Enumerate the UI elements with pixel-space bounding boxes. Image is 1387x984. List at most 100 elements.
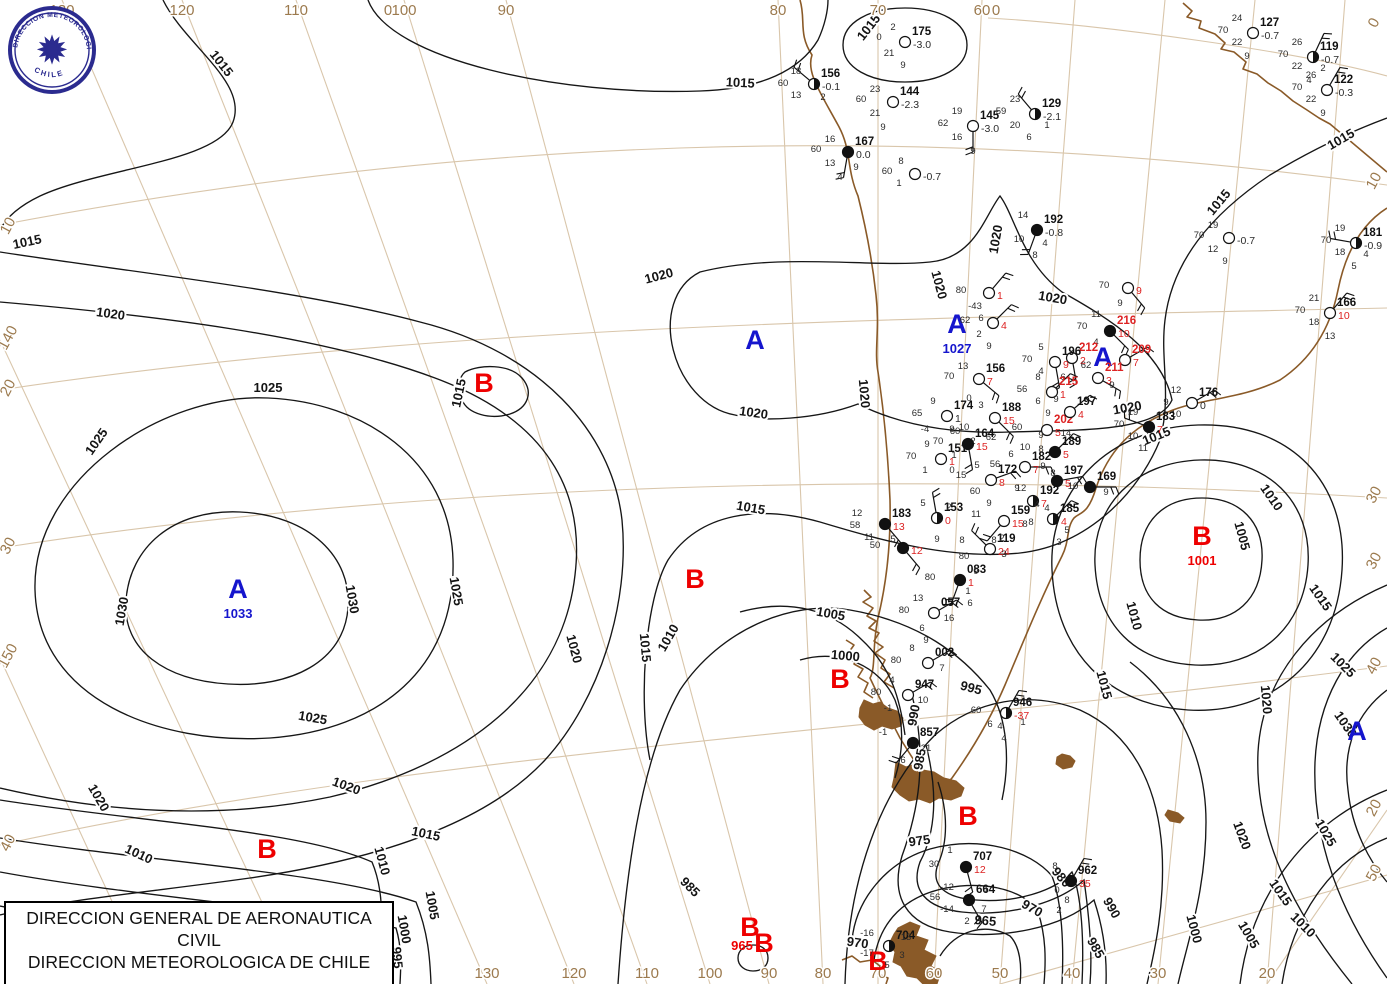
graticule-line: [295, 0, 648, 984]
wind-barb-tick: [888, 759, 897, 764]
wind-barb-tick: [1002, 276, 1011, 281]
station-aux-number: 13: [958, 361, 969, 372]
island-south-georgia: [1164, 809, 1185, 824]
station-aux-number: 15: [956, 470, 967, 481]
coastline-fjords: [845, 639, 874, 699]
graticule-line: [1266, 0, 1346, 984]
island-tierra-del-fuego: [891, 761, 965, 804]
station-aux-number: 16: [825, 134, 836, 145]
wind-barb-tick: [976, 922, 983, 930]
station-aux-number: 22: [1306, 94, 1317, 105]
station-circle: [1050, 474, 1064, 488]
station-aux-number: 8: [1028, 517, 1033, 528]
agency-seal-graphic: DIRECCION METEOROLOGICA CHILE ✹: [6, 4, 96, 94]
wind-barb: [971, 530, 987, 546]
station-aux-number: 65: [912, 408, 923, 419]
station-aux-number: 5: [974, 460, 979, 471]
wind-barb-tick: [1339, 66, 1348, 70]
station-aux-number: 5: [920, 498, 925, 509]
wind-barb: [1017, 93, 1032, 111]
station-aux-number: 2: [976, 329, 981, 340]
grid-label-bottom: 40: [1064, 965, 1081, 982]
station-aux-number: 18: [1309, 317, 1320, 328]
station-circle: [1323, 306, 1337, 320]
wind-barb: [1113, 334, 1129, 350]
station-aux-number: 80: [959, 551, 970, 562]
station-aux-number: 3: [978, 400, 983, 411]
station-half-fill: [1035, 108, 1041, 120]
station-aux-number: 14: [1061, 428, 1072, 439]
station-id: 197: [1077, 396, 1096, 408]
station-circle: [953, 573, 967, 587]
wind-barb-tick: [951, 602, 959, 609]
isobar-label: 1015: [1324, 125, 1357, 152]
high-pressure-center: A 1027: [943, 309, 972, 356]
station-circle: [986, 316, 1000, 330]
seal-outer-ring: [8, 6, 96, 94]
station-circle: [1091, 371, 1105, 385]
station-aux-number: 9: [1222, 256, 1227, 267]
station-aux-number: 70: [1292, 82, 1303, 93]
wind-barb-tick: [1085, 398, 1094, 403]
station-aux-number: 9: [930, 396, 935, 407]
wind-barb-tick: [1005, 432, 1011, 441]
wind-barb-tick: [964, 464, 972, 470]
station-id: 119: [1320, 41, 1339, 53]
graticule-line: [0, 307, 1387, 391]
grid-label-top: 100: [391, 2, 416, 19]
isobar-label: 1025: [254, 380, 283, 395]
station-aux-number: 10: [918, 695, 929, 706]
isobar-1005: [1139, 497, 1263, 621]
station-circle: [983, 542, 997, 556]
station-plot: 9 70 9: [1099, 280, 1146, 316]
graticule-line: [777, 0, 824, 984]
station-aux-number: 13: [901, 932, 912, 943]
title-line-2: DIRECCION METEOROLOGICA DE CHILE: [27, 951, 371, 972]
station-aux-number: 16: [944, 613, 955, 624]
station-half-fill: [1053, 513, 1059, 525]
station-aux-number: 80: [891, 655, 902, 666]
wind-barb-tick: [836, 171, 845, 175]
isobar-label: 1000: [395, 914, 415, 945]
wind-barb-tick: [912, 563, 917, 572]
wind-barb-tick: [915, 567, 921, 576]
isobar-1005: [0, 837, 432, 984]
wind-barb: [1102, 380, 1121, 392]
station-aux-number: -1: [879, 727, 887, 738]
station-value: 15: [1012, 518, 1024, 530]
coastline-south-america-west: [799, 0, 931, 786]
low-pressure-center: B 1001: [1188, 521, 1217, 568]
isobar-1010: [1094, 459, 1309, 666]
station-aux-number: 6: [900, 755, 905, 766]
station-value: -2.1: [1043, 111, 1061, 123]
wind-barb: [1055, 373, 1071, 389]
grid-label-bottom: 30: [1150, 965, 1167, 982]
station-id: 196: [1062, 346, 1081, 358]
station-aux-number: 9: [1103, 487, 1108, 498]
station-aux-number: 4: [1363, 249, 1368, 260]
isobar-1000: [1129, 661, 1207, 984]
grid-label-top: 80: [770, 2, 787, 19]
isobar-1015: [367, 0, 829, 93]
station-id: 167: [855, 136, 874, 148]
station-value: -0.1: [822, 81, 840, 93]
wind-barb-tick: [1067, 503, 1076, 509]
station-half-fill: [1033, 495, 1039, 507]
grid-label-top: 60: [974, 2, 991, 19]
station-aux-number: 10: [959, 422, 970, 433]
isobar-label: 1020: [95, 304, 126, 323]
station-aux-number: 56: [990, 459, 1001, 470]
station-circle: [959, 860, 973, 874]
station-aux-number: 0: [966, 393, 971, 404]
station-aux-number: 12: [1016, 483, 1027, 494]
grid-label-bottom: 130: [474, 965, 499, 982]
isobar-995: [844, 699, 1164, 984]
station-aux-number: 70: [1022, 354, 1033, 365]
station-id: 704: [896, 930, 916, 942]
grid-label-top: 120: [169, 2, 194, 19]
station-aux-number: 24: [1232, 13, 1243, 24]
